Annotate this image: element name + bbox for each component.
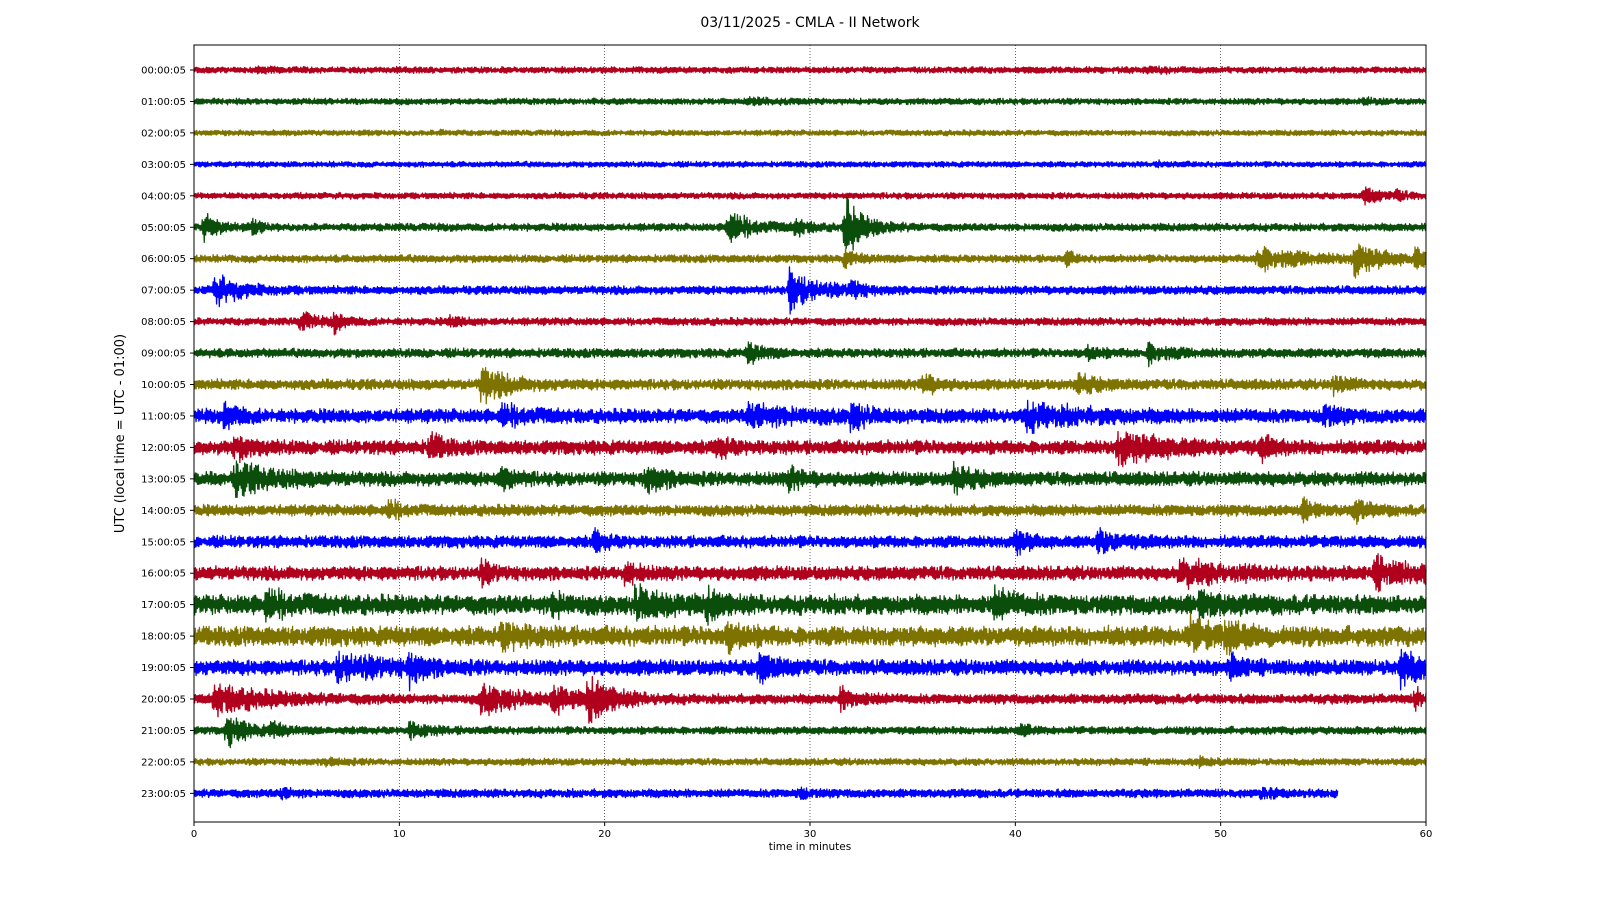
trace-22-00-05 [193, 754, 1427, 769]
x-axis: 0 10 20 30 40 50 60 [191, 822, 1433, 840]
trace-19-00-05 [193, 648, 1427, 692]
y-axis: 00:00:05 01:00:05 02:00:05 03:00:05 04:00:05… [141, 66, 194, 800]
y-tick-label: 17:00:05 [141, 600, 186, 611]
trace-00-00-05 [193, 65, 1427, 76]
y-tick-label: 12:00:05 [141, 443, 186, 454]
trace-13-00-05 [193, 460, 1427, 499]
y-tick-label: 14:00:05 [141, 506, 186, 517]
y-tick-label: 07:00:05 [141, 286, 186, 297]
y-tick-label: 21:00:05 [141, 726, 186, 737]
trace-14-00-05 [193, 496, 1427, 525]
trace-11-00-05 [193, 399, 1427, 435]
x-tick-label: 0 [191, 829, 197, 840]
trace-20-00-05 [193, 675, 1427, 724]
trace-05-00-05 [193, 196, 1427, 251]
x-axis-label: time in minutes [769, 841, 851, 853]
y-tick-label: 19:00:05 [141, 663, 186, 674]
trace-01-00-05 [193, 95, 1427, 107]
grid-lines [399, 45, 1221, 822]
y-tick-label: 23:00:05 [141, 789, 186, 800]
x-tick-label: 50 [1214, 829, 1227, 840]
trace-02-00-05 [193, 128, 1427, 137]
y-tick-label: 10:00:05 [141, 380, 186, 391]
x-tick-label: 20 [598, 829, 611, 840]
trace-08-00-05 [193, 311, 1427, 336]
trace-16-00-05 [193, 553, 1427, 593]
y-tick-label: 00:00:05 [141, 66, 186, 77]
trace-07-00-05 [193, 266, 1427, 315]
traces [193, 65, 1427, 801]
y-tick-label: 20:00:05 [141, 695, 186, 706]
y-tick-label: 03:00:05 [141, 160, 186, 171]
x-tick-label: 40 [1009, 829, 1022, 840]
y-tick-label: 06:00:05 [141, 254, 186, 265]
y-tick-label: 08:00:05 [141, 317, 186, 328]
y-tick-label: 04:00:05 [141, 191, 186, 202]
y-tick-label: 05:00:05 [141, 223, 186, 234]
y-tick-label: 13:00:05 [141, 474, 186, 485]
y-tick-label: 01:00:05 [141, 97, 186, 108]
trace-10-00-05 [193, 367, 1427, 405]
y-tick-label: 22:00:05 [141, 757, 186, 768]
y-tick-label: 16:00:05 [141, 569, 186, 580]
y-tick-label: 02:00:05 [141, 128, 186, 139]
trace-21-00-05 [193, 717, 1427, 749]
x-tick-label: 60 [1420, 829, 1433, 840]
trace-09-00-05 [193, 341, 1427, 368]
trace-06-00-05 [193, 243, 1427, 279]
trace-17-00-05 [193, 583, 1427, 626]
chart-title: 03/11/2025 - CMLA - II Network [700, 15, 920, 31]
trace-12-00-05 [193, 430, 1427, 468]
trace-15-00-05 [193, 526, 1427, 557]
x-tick-label: 30 [804, 829, 817, 840]
trace-18-00-05 [193, 612, 1427, 656]
trace-23-00-05 [193, 786, 1339, 801]
y-tick-label: 15:00:05 [141, 537, 186, 548]
y-axis-label: UTC (local time = UTC - 01:00) [113, 334, 128, 533]
trace-04-00-05 [193, 186, 1427, 206]
trace-03-00-05 [193, 159, 1427, 169]
y-tick-label: 11:00:05 [141, 411, 186, 422]
x-tick-label: 10 [393, 829, 406, 840]
y-tick-label: 09:00:05 [141, 349, 186, 360]
y-tick-label: 18:00:05 [141, 632, 186, 643]
